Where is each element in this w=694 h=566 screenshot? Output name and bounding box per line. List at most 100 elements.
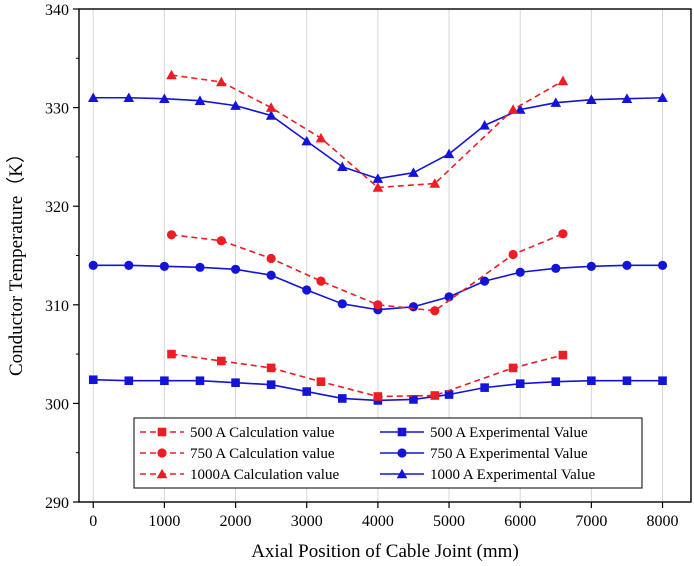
legend-item: 500 A Calculation value (140, 425, 335, 441)
series-layer (87, 69, 668, 405)
data-point (372, 173, 384, 183)
y-tick-label: 340 (45, 2, 69, 19)
series-2 (166, 69, 569, 192)
x-axis-label: Axial Position of Cable Joint (mm) (251, 541, 519, 562)
data-point (558, 229, 568, 239)
data-point (230, 264, 241, 274)
data-point (408, 302, 419, 312)
legend: 500 A Calculation value 750 A Calculation… (133, 417, 643, 489)
legend-label: 750 A Experimental Value (430, 446, 588, 462)
y-tick-label: 300 (45, 396, 69, 413)
series-0 (167, 349, 568, 401)
legend-label: 500 A Experimental Value (430, 425, 588, 441)
data-point (507, 104, 519, 114)
y-tick-label: 310 (45, 298, 69, 315)
legend-item: 500 A Experimental Value (380, 425, 588, 441)
data-point (622, 376, 632, 386)
data-point (657, 260, 668, 270)
data-point (515, 379, 525, 388)
legend-item: 1000 A Experimental Value (380, 467, 595, 483)
data-point (217, 356, 226, 366)
data-point (550, 97, 562, 107)
y-tick-label: 330 (45, 101, 69, 118)
data-point (622, 260, 632, 270)
data-point (557, 75, 569, 86)
data-point (373, 300, 383, 310)
data-point (430, 306, 440, 316)
x-tick-label: 0 (89, 513, 97, 530)
legend-marker (397, 448, 407, 458)
legend-label: 500 A Calculation value (190, 425, 335, 441)
data-point (167, 349, 176, 359)
x-tick-label: 2000 (220, 513, 252, 530)
data-point (586, 94, 597, 104)
data-point (658, 376, 667, 386)
data-point (515, 267, 525, 277)
legend-label: 1000 A Experimental Value (430, 467, 595, 483)
x-tick-label: 3000 (291, 513, 323, 530)
data-point (88, 260, 98, 270)
data-point (551, 377, 561, 387)
data-point (266, 270, 276, 280)
data-point (373, 392, 383, 401)
data-point (337, 161, 348, 171)
y-axis-label: Conductor Temperature（K） (5, 144, 27, 376)
legend-marker (157, 427, 167, 437)
data-point (124, 260, 134, 270)
data-point (558, 350, 568, 360)
data-point (409, 395, 418, 404)
legend-item: 750 A Experimental Value (380, 446, 588, 462)
axes-layer: 0 1000 2000 3000 4000 5000 6000 7000 8000 290 300 3… (45, 2, 692, 530)
data-point (316, 377, 326, 387)
data-point (480, 383, 489, 392)
data-point (160, 376, 169, 386)
legend-marker (157, 448, 167, 458)
x-tick-label: 7000 (575, 513, 607, 530)
series-line (171, 233, 564, 312)
data-point (443, 148, 455, 159)
data-point (479, 120, 490, 130)
data-point (124, 376, 134, 386)
series-4 (88, 260, 668, 315)
data-point (315, 132, 327, 143)
data-point (301, 135, 313, 146)
data-point (123, 92, 135, 102)
legend-label: 1000A Calculation value (190, 467, 339, 483)
series-line (171, 353, 564, 398)
data-point (338, 394, 347, 403)
data-point (265, 102, 277, 112)
data-point (266, 253, 276, 264)
data-point (195, 376, 205, 386)
data-point (657, 92, 668, 102)
x-tick-label: 4000 (362, 513, 394, 530)
x-tick-label: 6000 (504, 513, 536, 530)
data-point (195, 262, 205, 272)
data-point (266, 363, 276, 373)
legend-marker (397, 427, 407, 437)
data-point (444, 292, 454, 302)
data-point (166, 69, 177, 80)
data-point (316, 276, 326, 286)
data-point (216, 236, 226, 246)
legend-marker (396, 468, 408, 479)
data-point (508, 363, 518, 373)
data-point (621, 93, 633, 103)
series-line (171, 74, 564, 189)
data-point (266, 380, 276, 389)
data-point (480, 276, 490, 286)
y-tick-label: 320 (45, 199, 69, 216)
data-point (302, 387, 312, 396)
data-point (337, 299, 347, 309)
x-tick-label: 1000 (148, 513, 180, 530)
data-point (265, 110, 277, 120)
data-point (302, 285, 312, 295)
data-point (159, 261, 169, 271)
data-point (372, 182, 384, 192)
legend-item: 1000A Calculation value (140, 467, 339, 483)
data-point (194, 95, 206, 105)
data-point (514, 104, 526, 114)
grid-layer (92, 9, 664, 502)
series-5 (87, 92, 668, 183)
y-tick-label: 290 (45, 495, 69, 512)
